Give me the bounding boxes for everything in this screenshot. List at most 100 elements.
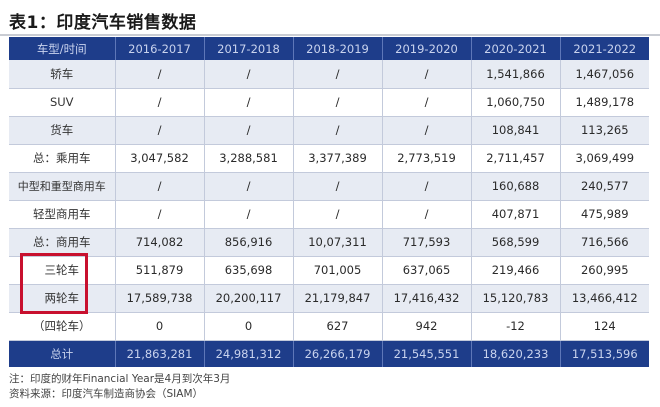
table-cell: 0	[204, 312, 294, 341]
column-header: 2021-2022	[573, 41, 637, 56]
table-cell: 3,377,389	[293, 144, 383, 173]
column-header: 2017-2018	[204, 37, 294, 60]
table-cell: 568,599	[471, 228, 561, 257]
table-row: 总：乘用车 3,047,582 3,288,581 3,377,389 2,77…	[9, 144, 649, 173]
table-cell: 219,466	[471, 256, 561, 285]
table-cell: 1,060,750	[471, 88, 561, 117]
total-cell: 17,513,596	[571, 346, 638, 361]
table-cell: 17,416,432	[382, 284, 472, 313]
table-cell: 3,047,582	[115, 144, 205, 173]
table-cell: 108,841	[471, 116, 561, 145]
table-cell: /	[204, 200, 294, 229]
table-cell: 1,489,178	[560, 88, 649, 117]
total-cell: 21,863,281	[115, 340, 205, 367]
sales-table: 车型/时间 2016-2017 2017-2018 2018-2019 2019…	[9, 37, 649, 367]
table-cell: /	[115, 200, 205, 229]
table-cell: 13,466,412	[560, 284, 649, 313]
total-cell: 18,620,233	[471, 340, 561, 367]
row-label: 总：商用车	[9, 228, 116, 257]
title-divider	[0, 34, 660, 36]
source-note: 资料来源：印度汽车制造商协会（SIAM）	[9, 388, 204, 400]
header-row: 车型/时间 2016-2017 2017-2018 2018-2019 2019…	[9, 37, 649, 60]
total-cell: 24,981,312	[204, 340, 294, 367]
table-cell: /	[382, 116, 472, 145]
table-cell: 2,711,457	[471, 144, 561, 173]
row-label: （四轮车）	[9, 312, 116, 341]
table-cell: 475,989	[560, 200, 649, 229]
table-cell: 260,995	[560, 256, 649, 285]
column-header: 2016-2017	[115, 37, 205, 60]
column-header: 2019-2020	[382, 37, 472, 60]
table-cell: /	[382, 200, 472, 229]
table-row: （四轮车） 0 0 627 942 -12 124	[9, 312, 649, 341]
table-cell: /	[204, 60, 294, 89]
table-cell: /	[293, 88, 383, 117]
table-cell: /	[382, 60, 472, 89]
table-row: 总：商用车 714,082 856,916 10,07,311 717,593 …	[9, 228, 649, 257]
row-label: 轿车	[9, 60, 116, 89]
table-row: 三轮车 511,879 635,698 701,005 637,065 219,…	[9, 256, 649, 285]
table-row: 轻型商用车 / / / / 407,871 475,989	[9, 200, 649, 229]
table-cell: 701,005	[293, 256, 383, 285]
table-cell: 20,200,117	[204, 284, 294, 313]
table-cell: 511,879	[115, 256, 205, 285]
table-cell: /	[204, 116, 294, 145]
table-cell: 407,871	[471, 200, 561, 229]
table-cell: 160,688	[471, 172, 561, 201]
table-row: 轿车 / / / / 1,541,866 1,467,056	[9, 60, 649, 89]
table-cell: 3,069,499	[560, 144, 649, 173]
highlight-box	[20, 253, 88, 314]
table-row: 货车 / / / / 108,841 113,265	[9, 116, 649, 145]
column-header: 2020-2021	[471, 37, 561, 60]
table-cell: /	[115, 60, 205, 89]
table-cell: 3,288,581	[204, 144, 294, 173]
row-label: 总：乘用车	[9, 144, 116, 173]
row-label: 轻型商用车	[9, 200, 116, 229]
row-label: 货车	[9, 116, 116, 145]
table-title: 表1：印度汽车销售数据	[9, 13, 197, 33]
row-label: 两轮车	[9, 284, 116, 313]
table-cell: /	[382, 172, 472, 201]
table-cell: 1,541,866	[471, 60, 561, 89]
table-cell: /	[115, 172, 205, 201]
table-cell: 856,916	[204, 228, 294, 257]
table-cell: 0	[115, 312, 205, 341]
table-row: 中型和重型商用车 / / / / 160,688 240,577	[9, 172, 649, 201]
table-cell: /	[293, 200, 383, 229]
table-row: SUV / / / / 1,060,750 1,489,178	[9, 88, 649, 117]
table-cell: 2,773,519	[382, 144, 472, 173]
table-cell: /	[115, 88, 205, 117]
table-cell: 635,698	[204, 256, 294, 285]
table-cell: /	[293, 172, 383, 201]
total-label: 总计	[9, 340, 116, 367]
table-cell: 10,07,311	[293, 228, 383, 257]
total-cell: 26,266,179	[293, 340, 383, 367]
table-cell: 942	[382, 312, 472, 341]
table-cell: /	[204, 172, 294, 201]
table-cell: 21,179,847	[293, 284, 383, 313]
table-cell: 124	[560, 312, 649, 341]
row-label: 中型和重型商用车	[9, 172, 116, 201]
row-label: 三轮车	[9, 256, 116, 285]
table-cell: 627	[293, 312, 383, 341]
table-cell: 240,577	[560, 172, 649, 201]
footnote: 注：印度的财年Financial Year是4月到次年3月	[9, 373, 231, 385]
table-cell: 17,589,738	[115, 284, 205, 313]
total-cell: 21,545,551	[382, 340, 472, 367]
table-cell: /	[382, 88, 472, 117]
table-cell: 1,467,056	[560, 60, 649, 89]
table-row: 两轮车 17,589,738 20,200,117 21,179,847 17,…	[9, 284, 649, 313]
table-cell: -12	[471, 312, 561, 341]
column-header: 车型/时间	[9, 37, 116, 60]
table-cell: 637,065	[382, 256, 472, 285]
table-cell: 716,566	[560, 228, 649, 257]
table-cell: 717,593	[382, 228, 472, 257]
table-cell: /	[293, 116, 383, 145]
table-cell: 15,120,783	[471, 284, 561, 313]
table-cell: /	[115, 116, 205, 145]
table-cell: /	[293, 60, 383, 89]
table-cell: 113,265	[560, 116, 649, 145]
row-label: SUV	[9, 88, 116, 117]
total-row: 总计 21,863,281 24,981,312 26,266,179 21,5…	[9, 340, 649, 367]
table-cell: /	[204, 88, 294, 117]
